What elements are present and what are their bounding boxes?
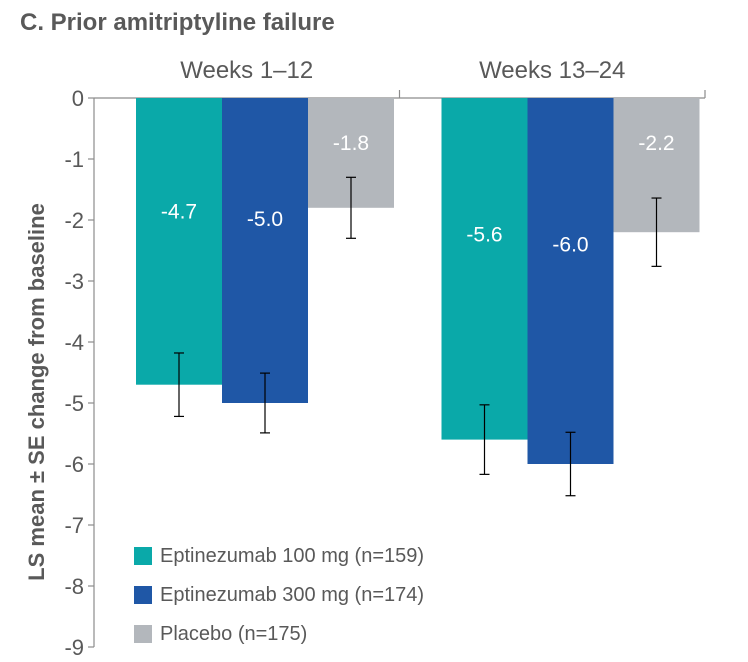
y-axis: 0 -1 -2 -3 -4 -5 -6 -7 -8 -9 [64,86,95,660]
x-category-label: Weeks 13–24 [479,57,625,84]
x-axis: Weeks 1–12 Weeks 13–24 [94,57,706,99]
y-tick-label: -1 [64,147,84,172]
y-axis-title: LS mean ± SE change from baseline [24,203,49,581]
bar-value-label: -6.0 [552,234,588,257]
bar-value-label: -2.2 [638,132,674,155]
legend-label: Eptinezumab 300 mg (n=174) [160,584,424,606]
bar-value-label: -5.0 [247,208,283,231]
y-tick-label: -5 [64,391,84,416]
bar [527,98,614,464]
bar-value-label: -1.8 [333,132,369,155]
y-tick-label: -4 [64,330,84,355]
chart-title: C. Prior amitriptyline failure [20,9,335,36]
y-tick-label: 0 [72,86,84,111]
y-tick-label: -6 [64,452,84,477]
bar-value-label: -4.7 [161,200,197,223]
y-tick-label: -7 [64,513,84,538]
y-tick-label: -2 [64,208,84,233]
legend-label: Placebo (n=175) [160,623,307,645]
bar [222,98,308,403]
legend: Eptinezumab 100 mg (n=159) Eptinezumab 30… [134,545,424,645]
y-tick-label: -9 [64,635,84,660]
y-tick-label: -3 [64,269,84,294]
legend-swatch [134,625,152,643]
x-category-label: Weeks 1–12 [180,57,313,84]
bar-value-label: -5.6 [466,223,502,246]
bar [441,98,528,440]
bar [136,98,222,385]
legend-label: Eptinezumab 100 mg (n=159) [160,545,424,567]
legend-swatch [134,586,152,604]
legend-swatch [134,547,152,565]
y-tick-label: -8 [64,574,84,599]
bars-group: -4.7 -5.0 -1.8 -5.6 -6.0 -2.2 [136,98,700,497]
